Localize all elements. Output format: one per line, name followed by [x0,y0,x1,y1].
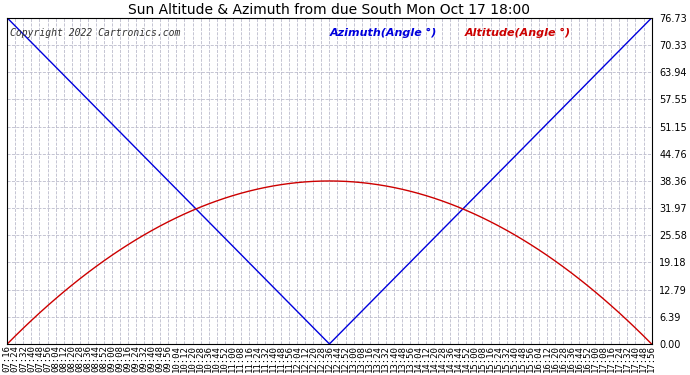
Text: Copyright 2022 Cartronics.com: Copyright 2022 Cartronics.com [10,28,181,38]
Text: Altitude(Angle °): Altitude(Angle °) [465,28,571,38]
Title: Sun Altitude & Azimuth from due South Mon Oct 17 18:00: Sun Altitude & Azimuth from due South Mo… [128,3,531,17]
Text: Azimuth(Angle °): Azimuth(Angle °) [329,28,437,38]
